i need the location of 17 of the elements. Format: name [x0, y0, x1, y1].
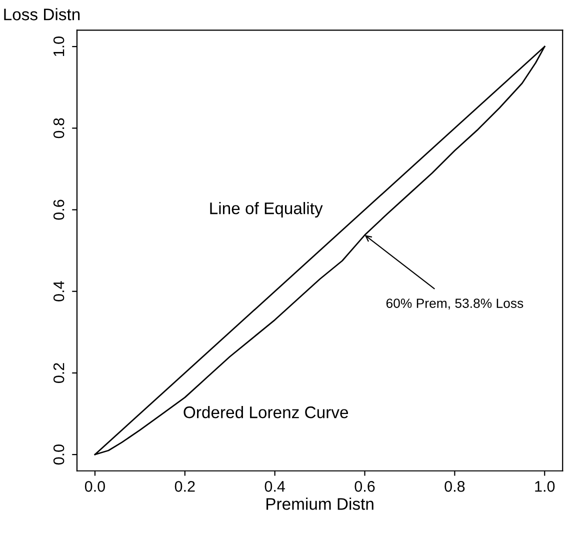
x-axis-title: Premium Distn: [266, 498, 374, 510]
series-label: Line of Equality: [210, 202, 323, 218]
x-tick-label: 0.4: [264, 481, 285, 492]
y-tick-label: 0.2: [53, 363, 64, 383]
x-tick-label: 0.2: [174, 481, 195, 492]
y-tick-label: 0.8: [53, 118, 64, 138]
y-tick-label: 0.6: [53, 200, 64, 220]
y-tick-label: 0.0: [53, 444, 64, 465]
y-axis-title: Loss Distn: [4, 8, 80, 20]
series-label: Ordered Lorenz Curve: [184, 406, 348, 418]
x-tick-label: 0.6: [354, 481, 375, 492]
annotation: 60% Prem, 53.8% Loss: [386, 298, 524, 310]
x-tick-label: 0.8: [444, 481, 465, 492]
y-tick-label: 0.4: [53, 281, 64, 302]
x-tick-label: 0.0: [84, 481, 105, 492]
x-tick-label: 1.0: [535, 481, 555, 492]
y-tick-label: 1.0: [53, 36, 64, 56]
